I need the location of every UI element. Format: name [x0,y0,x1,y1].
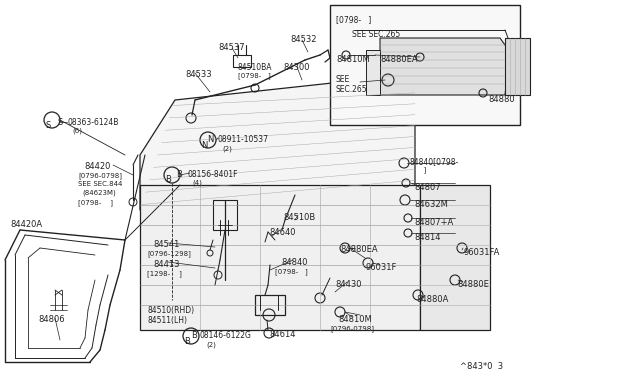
Text: 84806: 84806 [38,315,65,324]
Text: 84420: 84420 [84,162,110,171]
Bar [255,295,285,315]
Text: (2): (2) [222,145,232,151]
Text: (4): (4) [192,180,202,186]
Bar [213,200,237,230]
Text: 84840: 84840 [281,258,307,267]
Text: 84510B: 84510B [283,213,316,222]
Text: [0796-0798]: [0796-0798] [78,172,122,179]
Text: 08146-6122G: 08146-6122G [200,331,252,340]
Text: 84541: 84541 [153,240,179,249]
Text: 08363-6124B: 08363-6124B [67,118,118,127]
Polygon shape [140,80,415,210]
Text: (84623M): (84623M) [82,190,116,196]
Text: 84814: 84814 [414,233,440,242]
Text: 84810M: 84810M [338,315,372,324]
Bar [505,38,530,95]
Text: N: N [201,141,207,150]
Text: 08156-8401F: 08156-8401F [187,170,237,179]
Text: 84420A: 84420A [10,220,42,229]
Text: ]: ] [410,166,426,173]
Text: [0798-    ]: [0798- ] [78,199,113,206]
Text: 84511(LH): 84511(LH) [148,316,188,325]
Text: 84840[0798-: 84840[0798- [410,157,460,166]
Text: ^843*0  3: ^843*0 3 [460,362,503,371]
Text: 84807+A: 84807+A [414,218,453,227]
Bar [140,185,420,330]
Text: 84880EA: 84880EA [380,55,418,64]
Text: 84537: 84537 [218,43,244,52]
Text: 84413: 84413 [153,260,179,269]
Text: 84640: 84640 [269,228,296,237]
Bar [233,55,251,67]
Text: [0798-   ]: [0798- ] [336,15,371,24]
Text: 84880A: 84880A [416,295,449,304]
Text: 84430: 84430 [335,280,362,289]
Text: S: S [45,121,51,129]
Text: S: S [57,118,62,127]
Text: 84810M: 84810M [336,55,370,64]
Text: B: B [184,337,190,346]
Text: 84614: 84614 [269,330,296,339]
Text: 96031FA: 96031FA [463,248,499,257]
Text: 84880E: 84880E [457,280,489,289]
Polygon shape [380,38,510,95]
Text: SEE SEC.844: SEE SEC.844 [78,181,122,187]
Text: SEC.265: SEC.265 [336,85,367,94]
Bar [420,185,490,330]
Text: [0796-1298]: [0796-1298] [147,250,191,257]
Text: 96031F: 96031F [365,263,396,272]
Text: [0798-   ]: [0798- ] [275,268,308,275]
Text: SEE: SEE [336,75,350,84]
Text: B: B [165,176,171,185]
Text: [0796-0798]: [0796-0798] [330,325,374,332]
Text: 84510BA: 84510BA [238,63,273,72]
Text: B: B [191,331,197,340]
Text: 84880: 84880 [488,95,515,104]
Text: 84300: 84300 [283,63,310,72]
Text: SEE SEC.265: SEE SEC.265 [352,30,400,39]
Bar [366,50,380,95]
Text: 84532: 84532 [290,35,317,44]
Text: 84632M: 84632M [414,200,448,209]
Text: B: B [176,170,182,179]
Text: 84880EA: 84880EA [340,245,378,254]
Text: (6): (6) [72,128,82,135]
Text: [1298-    ]: [1298- ] [147,270,182,277]
Text: [0798-   ]: [0798- ] [238,72,271,79]
Text: 84533: 84533 [185,70,212,79]
Text: 08911-10537: 08911-10537 [218,135,269,144]
Text: 84510(RHD): 84510(RHD) [148,306,195,315]
Text: 84807: 84807 [414,183,440,192]
Bar [330,5,520,125]
Text: N: N [207,135,213,144]
Text: (2): (2) [206,341,216,347]
